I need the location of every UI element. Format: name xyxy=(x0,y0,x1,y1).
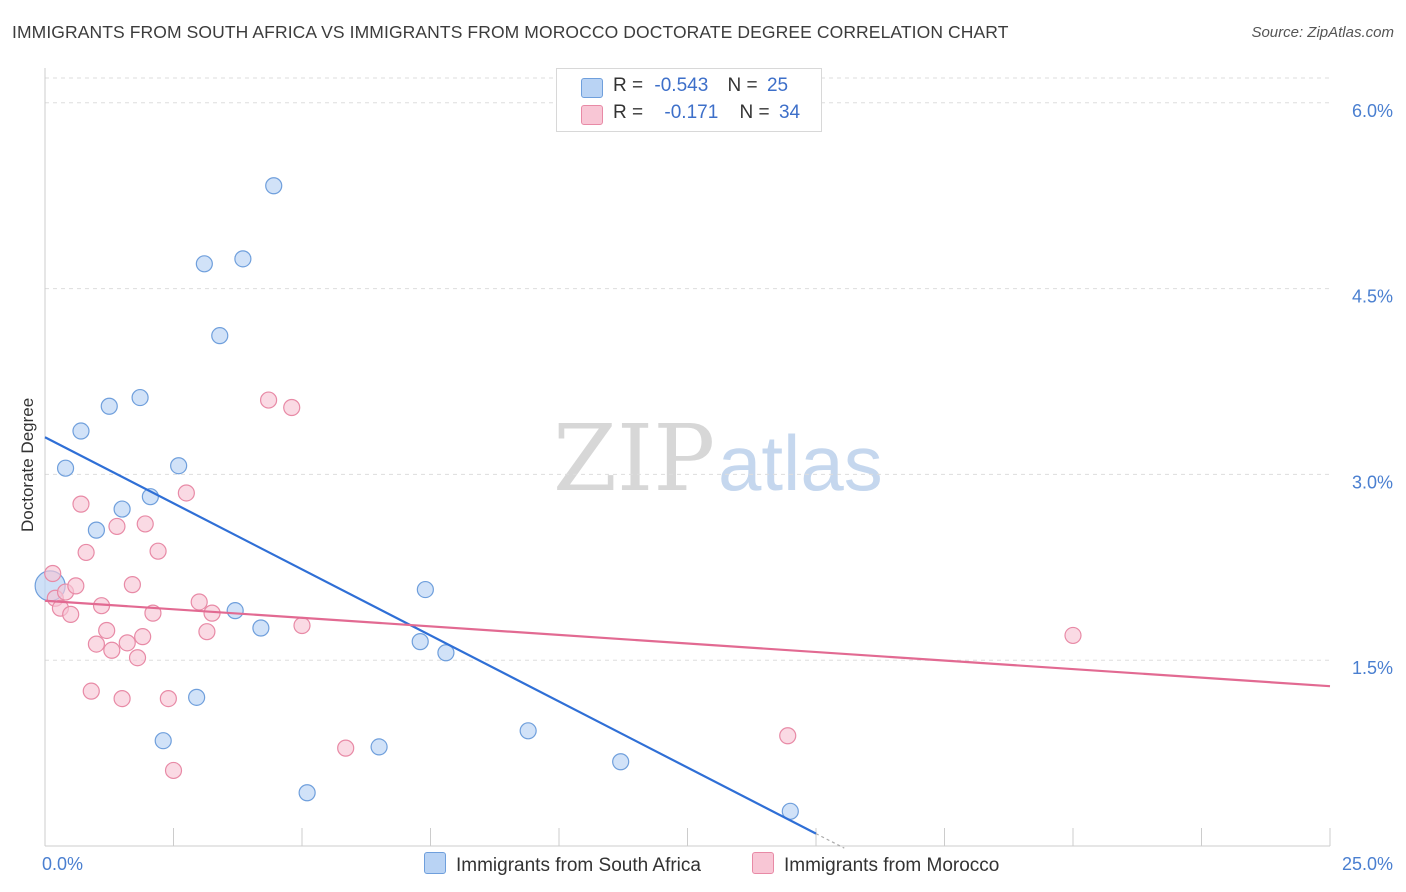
y-axis-label: Doctorate Degree xyxy=(18,398,37,532)
point-morocco xyxy=(149,542,167,560)
legend-swatch-pink xyxy=(581,105,603,125)
point-morocco xyxy=(293,616,311,635)
point-south-africa xyxy=(195,255,213,273)
legend-r-value: -0.171 xyxy=(664,102,719,123)
point-morocco xyxy=(164,761,183,780)
point-south-africa xyxy=(519,722,537,740)
point-south-africa xyxy=(87,521,106,539)
point-morocco xyxy=(62,605,80,623)
point-morocco xyxy=(67,577,85,595)
point-south-africa xyxy=(252,619,270,637)
point-morocco xyxy=(44,564,62,583)
point-morocco xyxy=(98,621,116,640)
legend-swatch-pink xyxy=(752,852,774,874)
bottom-legend-morocco: Immigrants from Morocco xyxy=(752,852,999,877)
point-morocco xyxy=(134,628,152,646)
point-morocco xyxy=(198,623,216,641)
x-tick-label: 0.0% xyxy=(42,854,83,874)
point-south-africa xyxy=(265,177,283,195)
point-morocco xyxy=(113,689,131,708)
trend-lines xyxy=(44,436,1331,849)
point-south-africa xyxy=(416,580,434,599)
point-south-africa xyxy=(437,644,455,662)
y-tick-label: 4.5% xyxy=(1352,287,1393,307)
point-south-africa xyxy=(370,738,388,756)
legend-n-value: 25 xyxy=(766,75,789,96)
point-morocco xyxy=(190,593,208,611)
tick-labels: 1.5% 3.0% 4.5% 6.0% 0.0% 25.0% xyxy=(42,101,1393,874)
point-morocco xyxy=(108,517,126,536)
point-morocco xyxy=(1064,626,1082,645)
legend-label: Immigrants from Morocco xyxy=(784,855,1000,876)
point-morocco xyxy=(283,398,301,417)
point-south-africa xyxy=(234,250,252,268)
point-morocco xyxy=(136,515,154,533)
point-morocco xyxy=(118,634,136,652)
trend-extension xyxy=(815,833,845,849)
chart-title: IMMIGRANTS FROM SOUTH AFRICA VS IMMIGRAN… xyxy=(12,22,1009,42)
legend-r-label: R = xyxy=(613,102,644,123)
legend-r-value: -0.543 xyxy=(654,75,709,96)
point-south-africa xyxy=(298,784,316,802)
legend-n-label: N = xyxy=(727,75,758,96)
point-south-africa xyxy=(188,688,206,706)
data-points xyxy=(34,177,1082,820)
legend-r-label: R = xyxy=(613,75,644,96)
point-south-africa xyxy=(113,500,131,518)
point-south-africa xyxy=(72,422,90,440)
point-morocco xyxy=(779,727,797,745)
point-morocco xyxy=(82,682,100,700)
trend-line-south-africa xyxy=(44,436,817,835)
watermark: ZIP atlas xyxy=(553,405,883,512)
trend-line-morocco xyxy=(44,599,1331,688)
bottom-legend-south-africa: Immigrants from South Africa xyxy=(424,852,701,877)
point-morocco xyxy=(159,689,177,708)
correlation-legend: R = -0.543 N = 25 R = -0.171 N = 34 xyxy=(556,68,822,132)
legend-label: Immigrants from South Africa xyxy=(456,855,701,876)
x-tick-label: 25.0% xyxy=(1342,854,1393,874)
watermark-atlas: atlas xyxy=(718,419,883,507)
legend-swatch-blue xyxy=(581,78,603,98)
point-morocco xyxy=(177,484,195,502)
point-south-africa xyxy=(411,633,429,651)
legend-n-value: 34 xyxy=(778,102,801,123)
point-morocco xyxy=(87,635,106,653)
point-morocco xyxy=(103,641,121,659)
point-south-africa xyxy=(131,388,149,407)
y-tick-label: 6.0% xyxy=(1352,101,1393,121)
point-south-africa xyxy=(154,732,172,750)
point-south-africa xyxy=(226,602,244,620)
point-morocco xyxy=(123,576,141,594)
axes xyxy=(44,68,1331,847)
watermark-zip: ZIP xyxy=(553,405,715,512)
source-label: Source: ZipAtlas.com xyxy=(1251,24,1394,41)
point-south-africa xyxy=(56,459,75,477)
point-morocco xyxy=(72,495,90,513)
point-morocco xyxy=(77,543,95,562)
legend-n-label: N = xyxy=(739,102,770,123)
point-morocco xyxy=(337,739,355,757)
y-tick-label: 1.5% xyxy=(1352,658,1393,678)
point-morocco xyxy=(259,391,278,409)
point-south-africa xyxy=(612,753,630,771)
point-south-africa xyxy=(170,457,188,475)
point-south-africa xyxy=(100,397,118,415)
point-south-africa xyxy=(211,327,229,345)
gridlines xyxy=(45,77,1330,661)
legend-swatch-blue xyxy=(424,852,446,874)
y-tick-label: 3.0% xyxy=(1352,472,1393,492)
point-morocco xyxy=(128,649,147,667)
